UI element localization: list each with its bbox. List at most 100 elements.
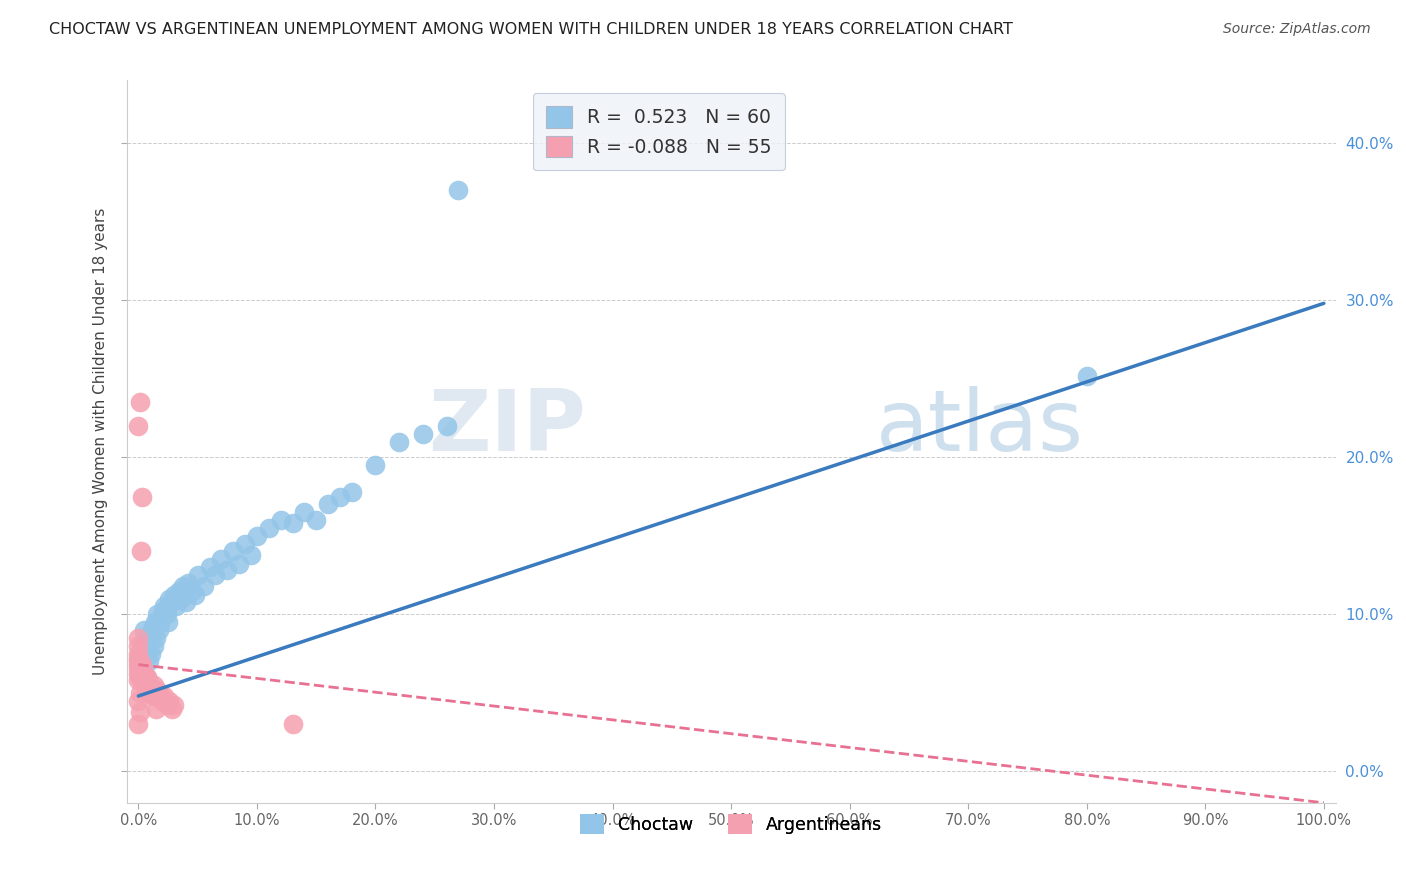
Point [329,490,352,504]
Point [127,673,149,688]
Point [150,694,173,708]
Point [142,682,165,697]
Point [135,641,157,656]
Point [128,662,150,676]
Point [146,682,169,697]
Point [127,662,149,676]
Point [180,583,202,598]
Point [127,694,149,708]
Point [135,678,157,692]
Point [146,607,169,622]
Point [134,667,156,681]
Point [436,418,458,433]
Point [141,686,163,700]
Point [135,670,157,684]
Point [447,183,470,197]
Point [129,651,152,665]
Point [142,620,165,634]
Point [233,536,256,550]
Point [127,717,149,731]
Point [157,694,180,708]
Point [412,426,434,441]
Point [305,513,328,527]
Point [139,678,162,692]
Point [128,662,150,676]
Point [134,678,156,692]
Point [177,575,200,590]
Point [184,589,207,603]
Point [217,563,239,577]
Y-axis label: Unemployment Among Women with Children Under 18 years: Unemployment Among Women with Children U… [93,208,108,675]
Point [204,568,226,582]
Point [134,635,156,649]
Point [209,552,232,566]
Point [134,623,156,637]
Point [165,599,187,614]
Point [145,631,167,645]
Point [364,458,387,472]
Point [149,689,172,703]
Point [160,701,183,715]
Point [128,705,150,719]
Point [156,698,179,713]
Point [1076,368,1098,383]
Point [129,673,152,688]
Point [138,686,160,700]
Point [127,631,149,645]
Point [143,615,166,630]
Point [139,626,162,640]
Point [145,689,167,703]
Point [128,395,150,409]
Text: CHOCTAW VS ARGENTINEAN UNEMPLOYMENT AMONG WOMEN WITH CHILDREN UNDER 18 YEARS COR: CHOCTAW VS ARGENTINEAN UNEMPLOYMENT AMON… [49,22,1014,37]
Point [127,655,149,669]
Point [149,615,172,630]
Point [136,673,159,688]
Point [138,682,160,697]
Point [127,667,149,681]
Point [240,548,263,562]
Point [132,670,155,684]
Point [160,595,183,609]
Point [222,544,245,558]
Point [340,484,363,499]
Point [127,651,149,665]
Point [170,591,193,606]
Point [128,686,150,700]
Point [172,579,194,593]
Point [167,583,190,598]
Text: atlas: atlas [876,385,1084,468]
Point [174,595,197,609]
Point [153,599,176,614]
Point [193,579,215,593]
Point [198,560,221,574]
Point [246,529,269,543]
Point [127,647,149,661]
Point [153,689,176,703]
Point [142,678,165,692]
Point [134,647,156,661]
Point [187,568,209,582]
Point [127,418,149,433]
Point [132,639,155,653]
Point [141,647,163,661]
Point [292,505,315,519]
Point [156,607,179,622]
Point [150,610,173,624]
Text: Source: ZipAtlas.com: Source: ZipAtlas.com [1223,22,1371,37]
Point [128,670,150,684]
Point [131,657,153,672]
Legend: Choctaw, Argentineans: Choctaw, Argentineans [574,807,889,841]
Point [152,604,174,618]
Point [157,615,180,630]
Point [127,639,149,653]
Point [131,667,153,681]
Point [163,698,186,713]
Point [134,670,156,684]
Point [148,686,170,700]
Point [148,623,170,637]
Point [163,589,186,603]
Point [129,544,152,558]
Point [127,657,149,672]
Point [131,657,153,672]
Point [131,490,153,504]
